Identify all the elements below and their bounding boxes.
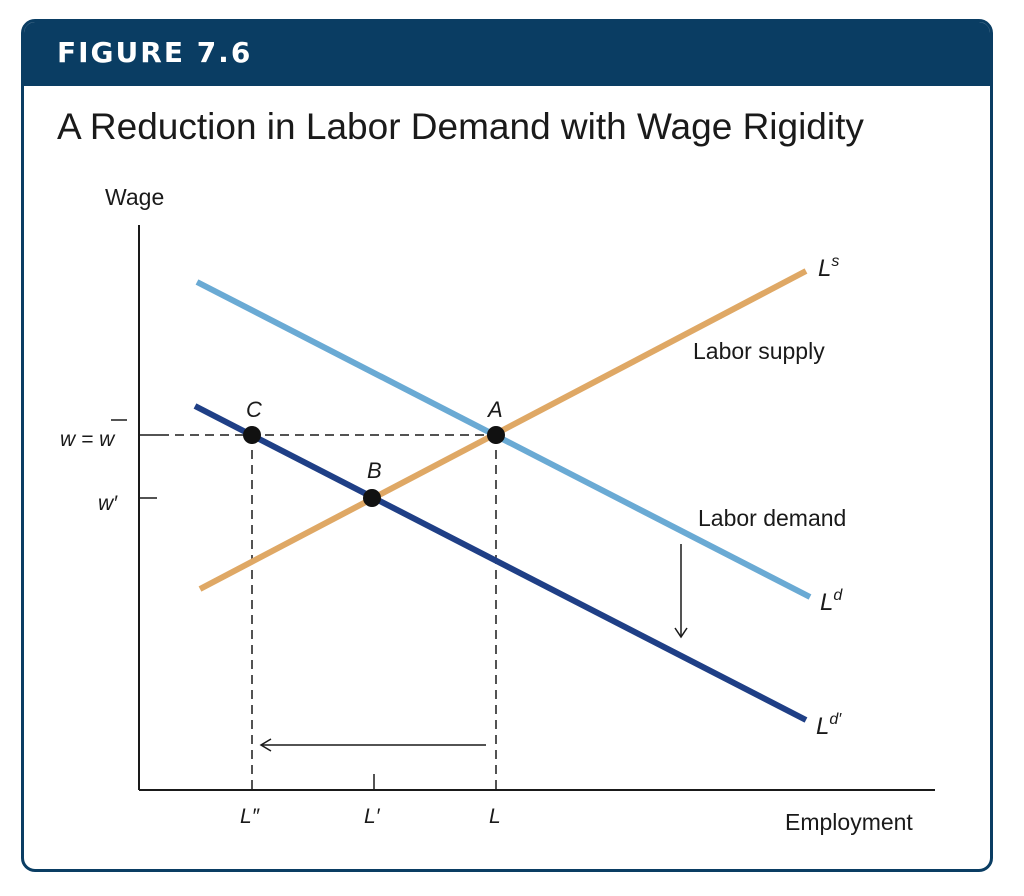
figure-header: FIGURE 7.6 xyxy=(24,22,990,86)
y-tick-label-w-bar: w = w xyxy=(60,428,116,451)
x-tick-label-l-double: L″ xyxy=(240,805,261,828)
demand-new-curve-symbol: Ld′ xyxy=(816,711,842,740)
point-c-label: C xyxy=(246,397,262,422)
figure-title: A Reduction in Labor Demand with Wage Ri… xyxy=(57,106,864,147)
y-axis-label: Wage xyxy=(105,184,164,210)
x-tick-label-l: L xyxy=(489,805,501,828)
point-a-marker xyxy=(487,426,505,444)
figure-label: FIGURE 7.6 xyxy=(57,36,253,69)
employment-shift-left-arrow xyxy=(259,738,486,752)
figure-frame: FIGURE 7.6 A Reduction in Labor Demand w… xyxy=(21,19,993,872)
demand-shift-down-arrow xyxy=(674,544,688,639)
point-a-label: A xyxy=(486,397,503,422)
supply-curve-symbol: Ls xyxy=(818,253,839,282)
labor-demand-label: Labor demand xyxy=(698,505,846,531)
point-b-marker xyxy=(363,489,381,507)
point-c-marker xyxy=(243,426,261,444)
point-b-label: B xyxy=(367,458,382,483)
demand-curve-symbol: Ld xyxy=(820,587,843,616)
labor-demand-new-curve xyxy=(193,403,808,723)
x-tick-label-l-prime: L′ xyxy=(364,805,381,828)
y-tick-label-w-prime: w′ xyxy=(98,492,118,515)
x-axis-label: Employment xyxy=(785,809,913,835)
labor-supply-label: Labor supply xyxy=(693,338,825,364)
